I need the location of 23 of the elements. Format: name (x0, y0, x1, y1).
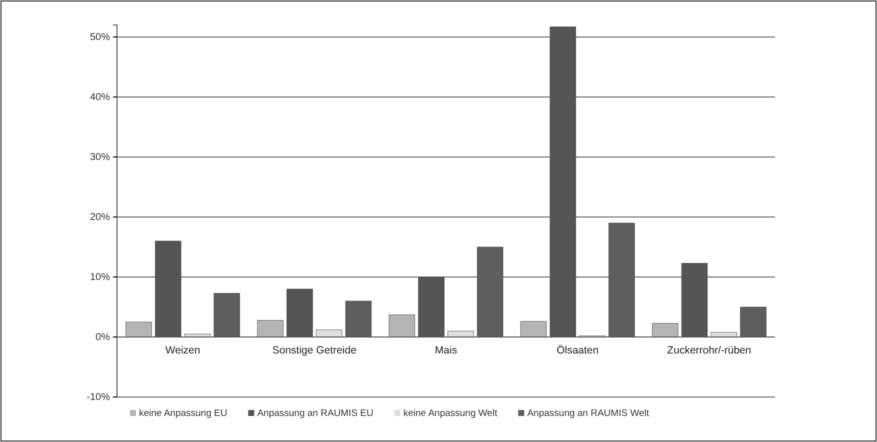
bar (448, 330, 474, 338)
x-tick-label: Zuckerrohr/-rüben (667, 344, 752, 356)
bar (652, 323, 678, 338)
bar (257, 320, 284, 338)
y-tick-label: 30% (90, 152, 110, 164)
y-tick-label: 20% (90, 212, 110, 224)
y-tick-label: 10% (90, 272, 110, 284)
legend-label: Anpassung an RAUMIS EU (257, 408, 374, 419)
x-tick-label: Sonstige Getreide (272, 344, 357, 356)
x-tick-label: Mais (434, 344, 458, 356)
bar (388, 314, 416, 338)
bar (126, 322, 152, 338)
y-tick-label: 0% (96, 332, 110, 344)
legend-label: Anpassung an RAUMIS Welt (527, 408, 650, 419)
bar (316, 330, 342, 338)
x-tick-label: Ölsaaten (556, 344, 599, 356)
bar (520, 321, 547, 338)
y-tick-label: 40% (90, 92, 110, 104)
x-tick-label: Weizen (165, 344, 200, 356)
legend-label: keine Anpassung Welt (403, 408, 498, 419)
y-tick-label: 50% (90, 32, 110, 44)
y-tick-label: -10% (86, 392, 110, 404)
legend-label: keine Anpassung EU (139, 408, 228, 419)
